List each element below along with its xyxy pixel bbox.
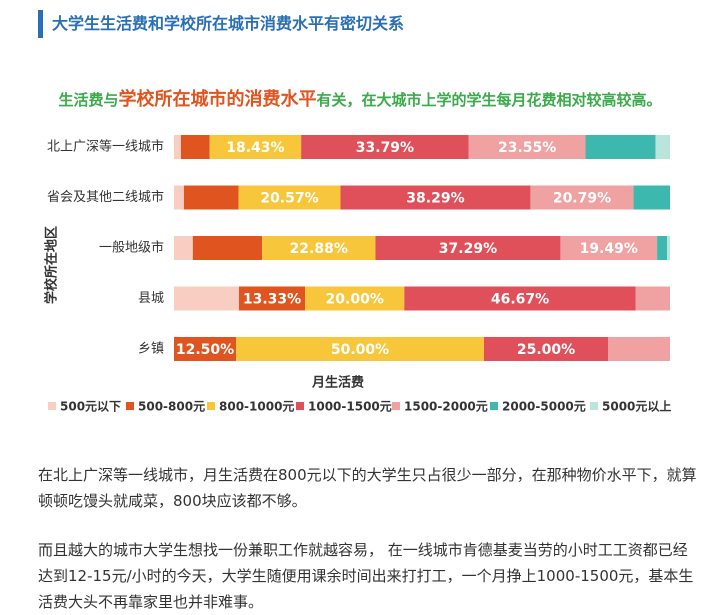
legend-swatch (207, 402, 215, 410)
bar-segment (635, 286, 670, 311)
legend-label: 5000元以上 (602, 399, 671, 414)
bar-segment (305, 286, 405, 311)
value-label: 38.29% (406, 191, 464, 207)
y-tick-label: 省会及其他二线城市 (47, 189, 164, 205)
bar-segment (174, 185, 184, 210)
value-label: 12.50% (176, 342, 234, 358)
bar-segment (238, 185, 341, 210)
value-label: 18.43% (226, 140, 284, 156)
bar-segment (655, 135, 670, 159)
bar-segment (468, 135, 586, 159)
legend-swatch (126, 402, 134, 410)
title-part: 有关，在大城市上学的学生每月花费相对较高较高。 (317, 91, 662, 109)
value-label: 13.33% (243, 292, 301, 308)
bar-segment (192, 236, 262, 260)
bar-segment (608, 337, 670, 361)
legend-swatch (392, 402, 400, 410)
bar-segment (404, 286, 636, 311)
value-label: 25.00% (517, 342, 575, 358)
legend-swatch (296, 402, 304, 410)
y-tick-label: 县城 (138, 291, 164, 306)
value-label: 37.29% (439, 241, 497, 257)
bar-segment (657, 236, 668, 260)
value-label: 20.79% (553, 191, 611, 207)
header-title: 大学生生活费和学校所在城市消费水平有密切关系 (38, 10, 404, 38)
y-tick-label: 乡镇 (138, 342, 164, 357)
bar-segment (301, 135, 469, 159)
bar-segment (484, 337, 608, 361)
bar-segment (180, 135, 210, 159)
bar-segment (261, 236, 376, 260)
legend-swatch (590, 402, 598, 410)
legend-label: 1000-1500元 (308, 400, 392, 414)
bar-segment (174, 236, 193, 260)
bar-segment (174, 286, 239, 311)
bar-segment (375, 236, 561, 260)
paragraph: 而且越大的城市大学生想找一份兼职工作就越容易， 在一线城市肯德基麦当劳的小时工工… (38, 541, 694, 611)
value-label: 22.88% (290, 241, 348, 257)
bar-segment (560, 236, 658, 260)
bar-segment (174, 135, 181, 159)
value-label: 20.57% (260, 191, 318, 207)
bar-segment (174, 337, 236, 361)
chart: 生活费与学校所在城市的消费水平有关，在大城市上学的学生每月花费相对较高较高。 学… (44, 88, 672, 414)
legend-label: 500-800元 (138, 400, 205, 414)
value-label: 19.49% (580, 241, 638, 257)
bar-segment (209, 135, 302, 159)
legend-label: 800-1000元 (219, 400, 294, 414)
legend-label: 500元以下 (60, 400, 121, 414)
value-label: 50.00% (331, 342, 389, 358)
x-axis-label: 月生活费 (311, 375, 364, 391)
title-part: 生活费与 (58, 91, 118, 109)
value-label: 33.79% (356, 140, 414, 156)
value-label: 23.55% (498, 140, 556, 156)
value-label: 20.00% (326, 292, 384, 308)
bar-segment (667, 236, 670, 260)
title-part: 学校所在城市的消费水平 (119, 88, 317, 110)
value-label: 46.67% (491, 292, 549, 308)
chart-title: 生活费与学校所在城市的消费水平有关，在大城市上学的学生每月花费相对较高较高。 (58, 88, 661, 110)
bar-segment (183, 185, 239, 210)
y-tick-label: 一般地级市 (99, 240, 164, 256)
bar-segment (585, 135, 656, 159)
bar-segment (340, 185, 531, 210)
bar-segment (633, 185, 670, 210)
y-tick-label: 北上广深等一线城市 (47, 139, 164, 155)
bar-segment (238, 286, 306, 311)
legend-swatch (48, 402, 56, 410)
paragraph: 在北上广深等一线城市，月生活费在800元以下的大学生只占很少一部分，在那种物价水… (38, 466, 697, 510)
bar-segment (530, 185, 634, 210)
legend-swatch (490, 402, 498, 410)
bar-segment (236, 337, 484, 361)
legend-label: 1500-2000元 (404, 400, 488, 414)
legend-label: 2000-5000元 (502, 400, 586, 414)
y-axis-label: 学校所在地区 (44, 226, 60, 304)
